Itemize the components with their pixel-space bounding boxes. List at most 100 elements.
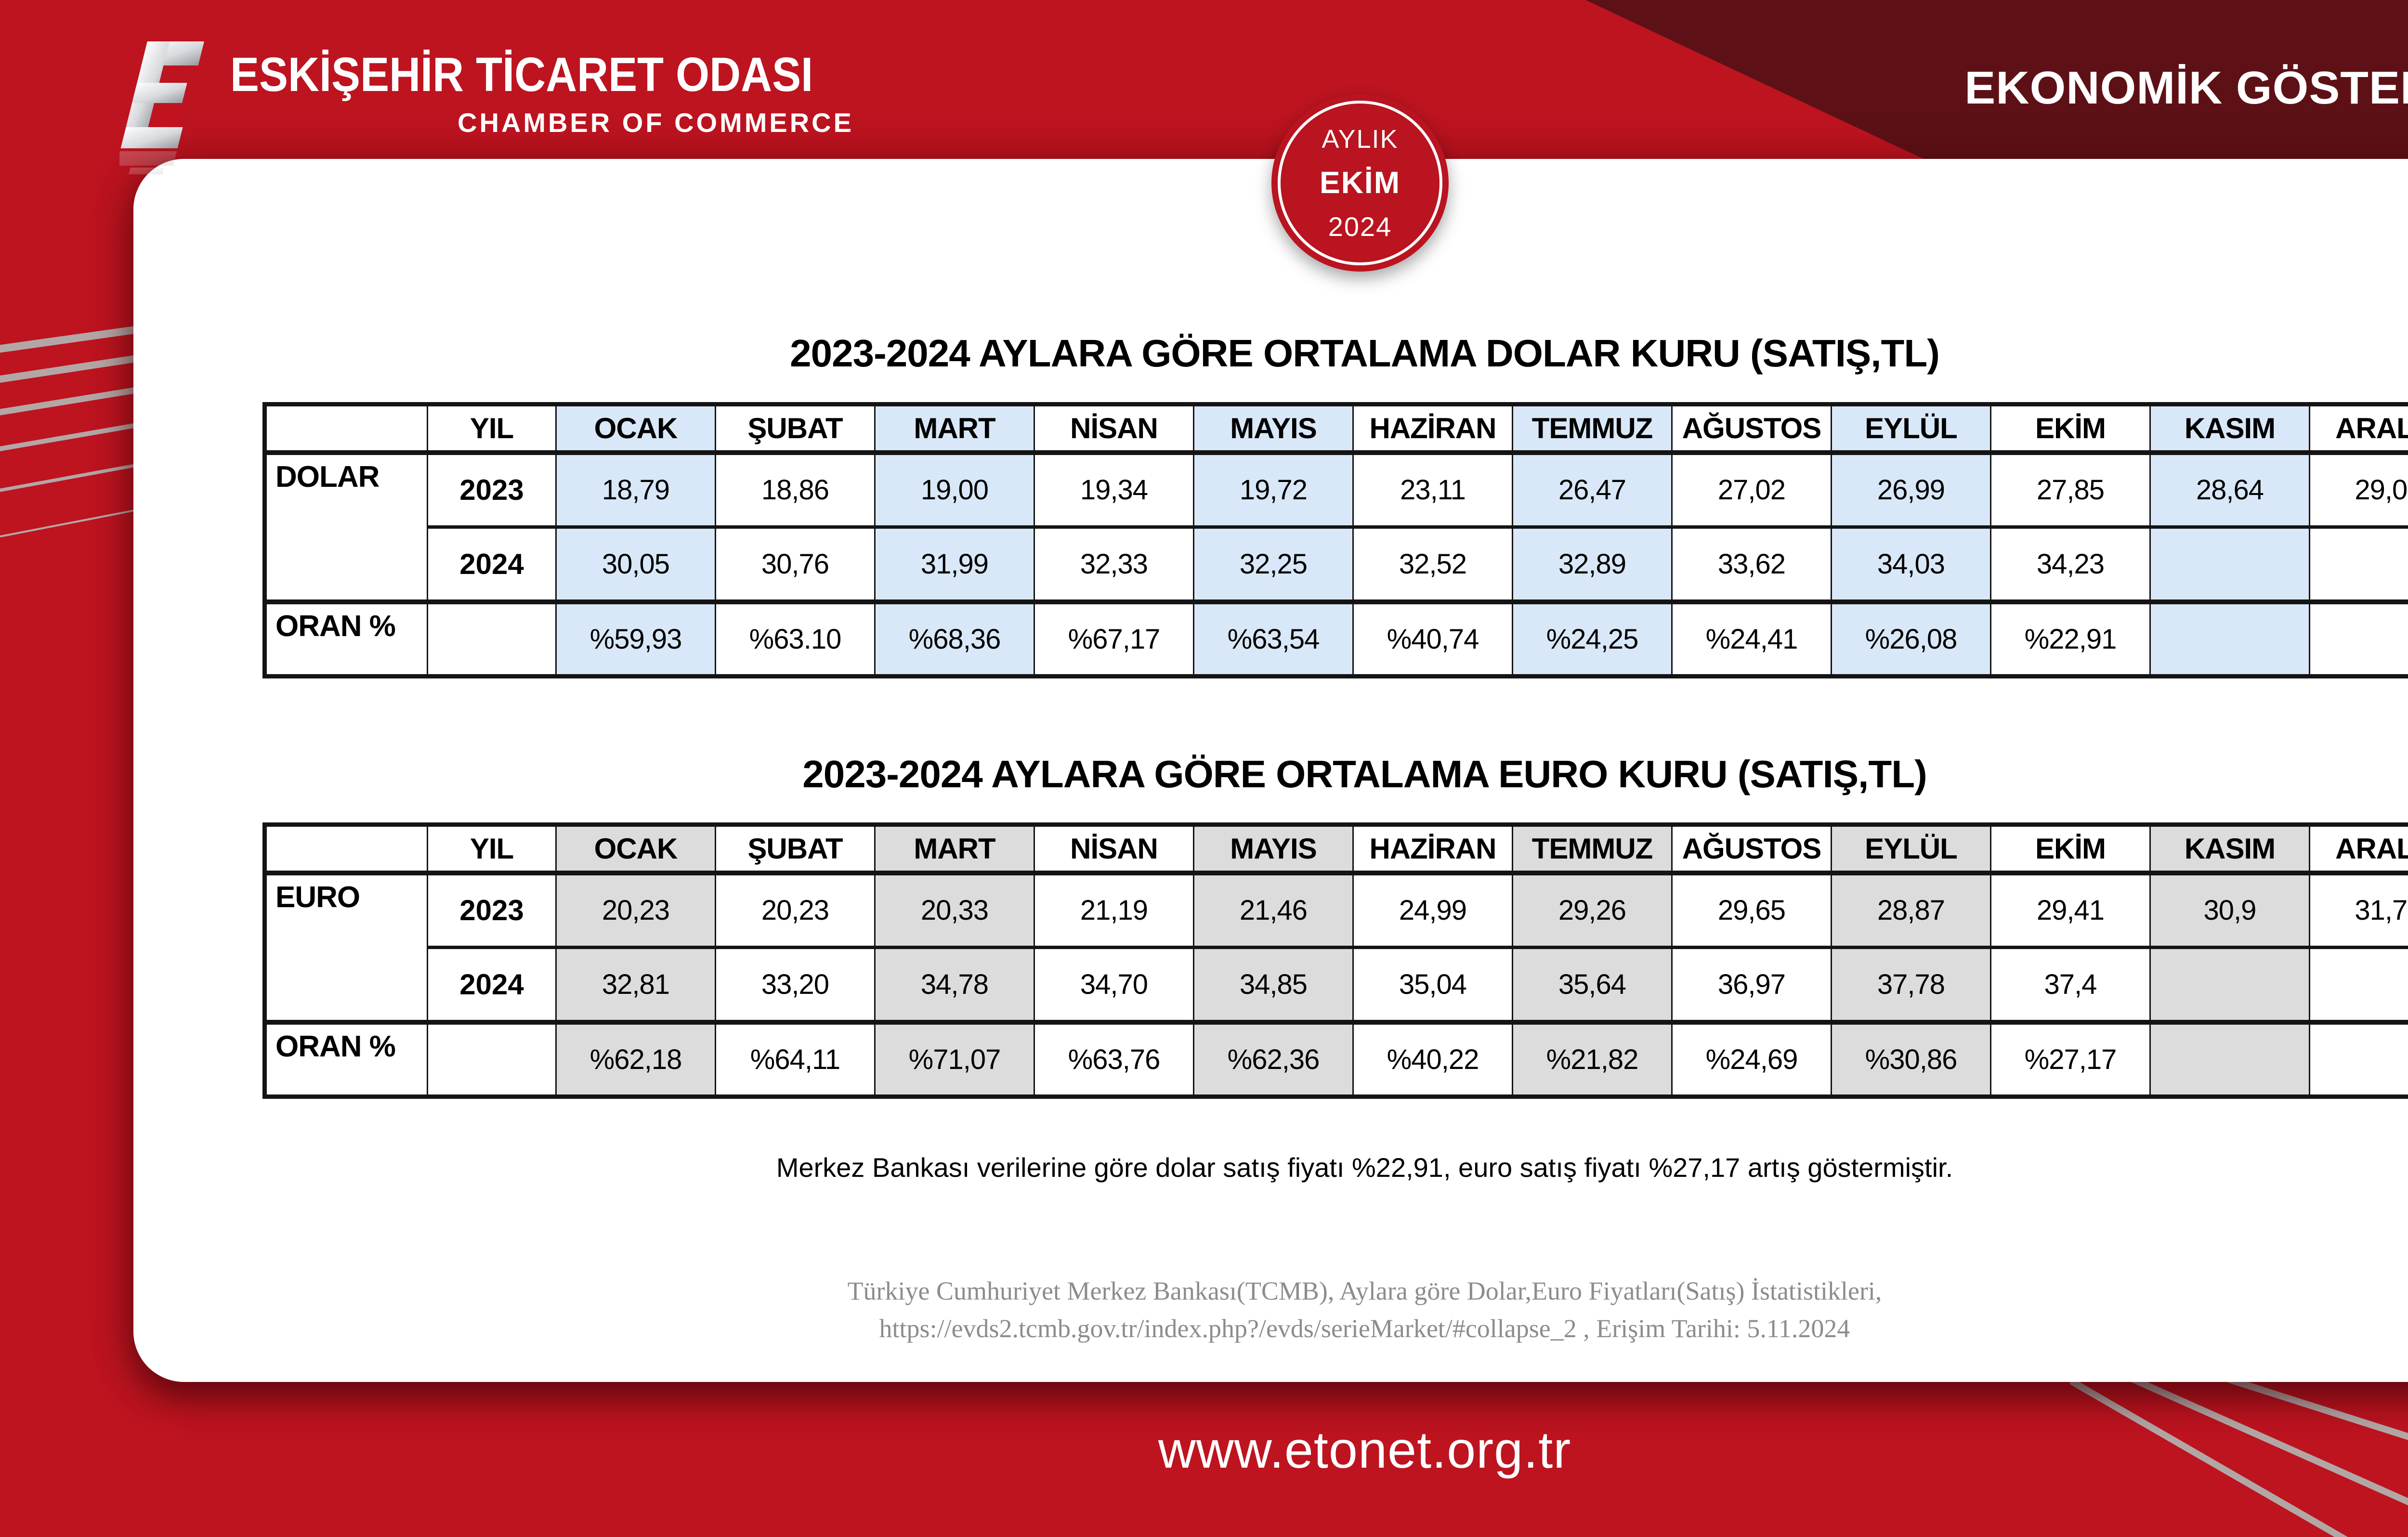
oran-cell: %21,82 xyxy=(1512,1019,1673,1097)
month-header-cell: TEMMUZ xyxy=(1512,404,1673,455)
rate-cell: 32,89 xyxy=(1512,525,1673,602)
oran-cell: %64,11 xyxy=(715,1019,876,1097)
month-header-cell: OCAK xyxy=(555,824,716,875)
oran-empty-cell xyxy=(427,1019,557,1097)
oran-cell: %27,17 xyxy=(1990,1019,2151,1097)
rate-cell: 30,05 xyxy=(555,525,716,602)
month-header-cell: NİSAN xyxy=(1034,404,1194,455)
month-header-cell: OCAK xyxy=(555,404,716,455)
rate-cell: 36,97 xyxy=(1671,946,1832,1023)
page-title: EKONOMİK GÖSTERGELER xyxy=(1964,62,2408,114)
month-header-cell: ARALIK xyxy=(2309,404,2408,455)
rate-cell: 35,04 xyxy=(1352,946,1513,1023)
year-column-header: YIL xyxy=(427,824,557,875)
rate-cell xyxy=(2149,946,2310,1023)
rate-cell: 30,76 xyxy=(715,525,876,602)
euro-table-title: 2023-2024 AYLARA GÖRE ORTALAMA EURO KURU… xyxy=(802,753,1927,795)
dollar-table-title: 2023-2024 AYLARA GÖRE ORTALAMA DOLAR KUR… xyxy=(790,332,1940,375)
rate-cell: 29,26 xyxy=(1512,872,1673,948)
rate-cell: 34,23 xyxy=(1990,525,2151,602)
rate-cell: 28,64 xyxy=(2149,452,2310,528)
rate-cell: 29,41 xyxy=(1990,872,2151,948)
oran-cell: %63,76 xyxy=(1034,1019,1194,1097)
rate-cell xyxy=(2309,525,2408,602)
rate-cell: 21,46 xyxy=(1193,872,1354,948)
rate-cell: 20,23 xyxy=(555,872,716,948)
oran-cell: %71,07 xyxy=(874,1019,1035,1097)
month-header-cell: HAZİRAN xyxy=(1352,824,1513,875)
rate-cell: 27,85 xyxy=(1990,452,2151,528)
corner-cell xyxy=(264,824,428,875)
content-card xyxy=(133,159,2408,1382)
oran-cell xyxy=(2149,599,2310,677)
year-cell: 2023 xyxy=(427,872,557,948)
summary-note: Merkez Bankası verilerine göre dolar sat… xyxy=(776,1152,1953,1183)
rate-cell: 33,62 xyxy=(1671,525,1832,602)
month-header-cell: TEMMUZ xyxy=(1512,824,1673,875)
corner-cell xyxy=(264,404,428,455)
rate-cell: 32,81 xyxy=(555,946,716,1023)
oran-cell: %24,25 xyxy=(1512,599,1673,677)
badge-year-label: 2024 xyxy=(1328,211,1392,242)
dollar-rate-table: YIL OCAK ŞUBAT MART NİSAN MAYIS HAZİRAN TEMMUZ A… xyxy=(262,402,2408,678)
year-cell: 2024 xyxy=(427,525,557,602)
year-column-header: YIL xyxy=(427,404,557,455)
oran-cell xyxy=(2309,599,2408,677)
month-header-cell: MAYIS xyxy=(1193,404,1354,455)
rate-cell: 20,33 xyxy=(874,872,1035,948)
oran-empty-cell xyxy=(427,599,557,677)
rate-cell: 20,23 xyxy=(715,872,876,948)
oran-cell: %68,36 xyxy=(874,599,1035,677)
rate-cell xyxy=(2149,525,2310,602)
oran-cell: %40,74 xyxy=(1352,599,1513,677)
rate-cell: 24,99 xyxy=(1352,872,1513,948)
month-header-cell: ARALIK xyxy=(2309,824,2408,875)
month-header-cell: KASIM xyxy=(2149,404,2310,455)
eto-logo-icon xyxy=(116,39,221,186)
rate-cell: 32,33 xyxy=(1034,525,1194,602)
rate-cell: 19,72 xyxy=(1193,452,1354,528)
month-header-cell: EYLÜL xyxy=(1831,404,1991,455)
rate-cell: 29,65 xyxy=(1671,872,1832,948)
rate-cell: 37,4 xyxy=(1990,946,2151,1023)
euro-rate-table: YIL OCAK ŞUBAT MART NİSAN MAYIS HAZİRAN TEMMUZ A… xyxy=(262,822,2408,1099)
oran-cell xyxy=(2149,1019,2310,1097)
rate-cell: 34,70 xyxy=(1034,946,1194,1023)
oran-cell: %63,54 xyxy=(1193,599,1354,677)
rate-cell: 23,11 xyxy=(1352,452,1513,528)
month-header-cell: EYLÜL xyxy=(1831,824,1991,875)
rate-cell: 18,79 xyxy=(555,452,716,528)
rate-cell: 26,47 xyxy=(1512,452,1673,528)
month-header-cell: AĞUSTOS xyxy=(1671,404,1832,455)
oran-cell: %62,36 xyxy=(1193,1019,1354,1097)
rate-cell: 31,71 xyxy=(2309,872,2408,948)
oran-row-label: ORAN % xyxy=(264,1019,428,1097)
oran-row-label: ORAN % xyxy=(264,599,428,677)
monthly-badge: AYLIK EKİM 2024 xyxy=(1271,94,1449,272)
oran-cell: %24,69 xyxy=(1671,1019,1832,1097)
rate-cell: 35,64 xyxy=(1512,946,1673,1023)
month-header-cell: ŞUBAT xyxy=(715,824,876,875)
source-citation-line1: Türkiye Cumhuriyet Merkez Bankası(TCMB),… xyxy=(847,1276,1882,1305)
source-citation-line2: https://evds2.tcmb.gov.tr/index.php?/evd… xyxy=(879,1314,1850,1343)
month-header-cell: HAZİRAN xyxy=(1352,404,1513,455)
rate-cell: 21,19 xyxy=(1034,872,1194,948)
rate-cell: 31,99 xyxy=(874,525,1035,602)
rate-cell: 37,78 xyxy=(1831,946,1991,1023)
oran-cell: %22,91 xyxy=(1990,599,2151,677)
rate-cell: 29,07 xyxy=(2309,452,2408,528)
oran-cell: %24,41 xyxy=(1671,599,1832,677)
rate-cell: 34,78 xyxy=(874,946,1035,1023)
rate-cell xyxy=(2309,946,2408,1023)
rate-cell: 19,00 xyxy=(874,452,1035,528)
month-header-cell: AĞUSTOS xyxy=(1671,824,1832,875)
oran-cell: %26,08 xyxy=(1831,599,1991,677)
month-header-cell: EKİM xyxy=(1990,824,2151,875)
rate-cell: 27,02 xyxy=(1671,452,1832,528)
year-cell: 2024 xyxy=(427,946,557,1023)
rate-cell: 28,87 xyxy=(1831,872,1991,948)
org-title: ESKİŞEHİR TİCARET ODASI xyxy=(230,48,813,102)
footer-website-url: www.etonet.org.tr xyxy=(1158,1420,1571,1479)
oran-cell: %40,22 xyxy=(1352,1019,1513,1097)
